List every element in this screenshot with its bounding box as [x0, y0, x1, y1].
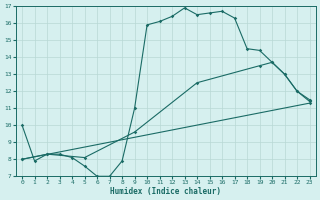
X-axis label: Humidex (Indice chaleur): Humidex (Indice chaleur) — [110, 187, 221, 196]
